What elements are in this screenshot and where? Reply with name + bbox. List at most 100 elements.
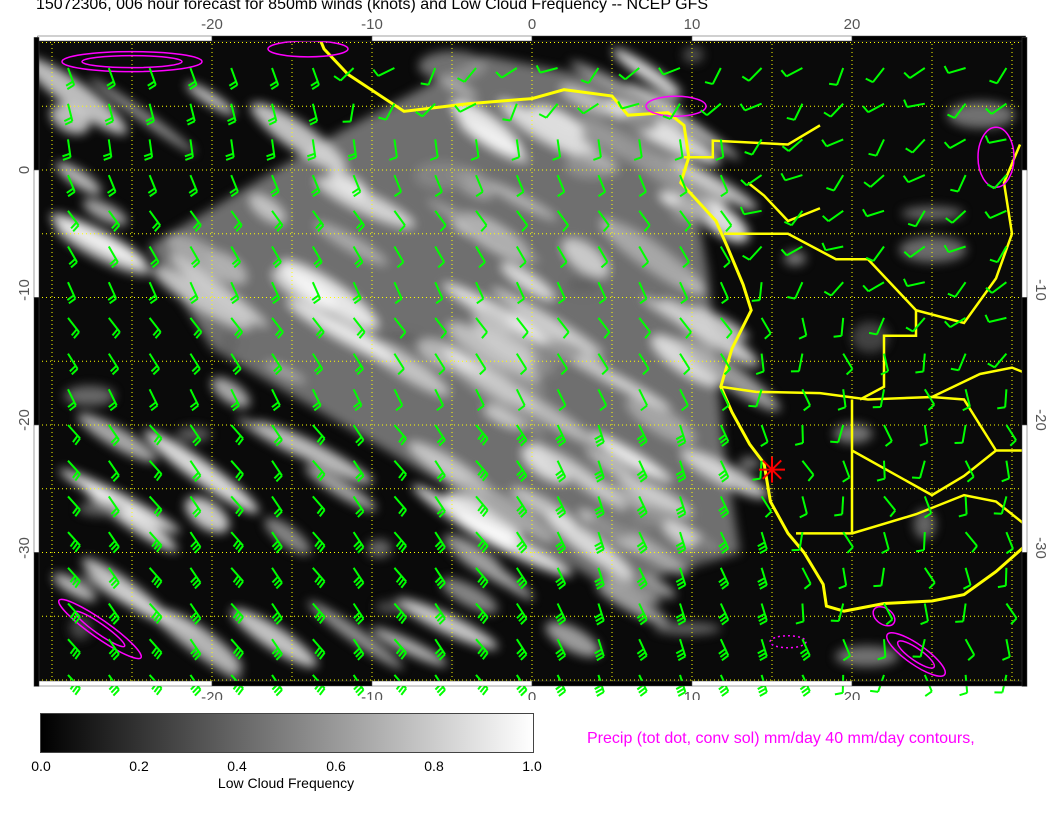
cloud-streak [545,621,600,657]
country-border [931,366,1025,399]
wind-barb-flag [153,613,160,622]
wind-barb [511,139,521,161]
location-marker-star [759,456,785,483]
wind-barb-staff [679,210,692,226]
wind-barb-flag [274,221,282,230]
wind-barb-flag [721,583,729,590]
wind-barb-flag [112,546,120,554]
cloud-patch [64,385,115,406]
wind-barb [989,67,1008,85]
wind-barb-flag [435,297,444,305]
wind-barb-flag [74,651,81,660]
wind-barb-flag [232,611,240,619]
wind-barb [919,424,929,447]
wind-barb-flag [556,472,565,480]
wind-barb [271,317,284,339]
cloud-streak [82,198,128,226]
wind-barb [675,638,687,662]
wind-barb-flag [74,473,81,482]
wind-barb [962,567,972,590]
wind-barb-flag [877,656,886,661]
wind-barb-flag [394,297,403,305]
cloud-streak [264,517,311,555]
wind-barb-flag [153,506,160,515]
wind-barb-staff [949,138,967,150]
wind-barb [718,531,730,555]
cloud-streak [477,370,596,445]
wind-barb-flag [274,261,282,269]
wind-barb [943,244,966,254]
wind-barb-flag [680,404,689,412]
cloud-streak [237,417,307,458]
wind-barb [997,389,1008,410]
wind-barb-flag [780,69,788,78]
wind-barb [985,281,1007,294]
wind-barb-flag [989,258,998,264]
wind-barb-flag [153,649,160,657]
wind-barb-staff [719,174,729,193]
lon-tick: -10 [361,689,383,700]
wind-barb-flag [675,434,684,441]
lat-bar-right [1021,37,1028,171]
wind-barb [229,281,240,305]
wind-barb-flag [189,84,198,90]
lon-bar-top [531,35,693,42]
wind-barb-flag [911,476,921,480]
wind-barb-flag [943,65,950,74]
wind-barb-flag [633,156,643,161]
wind-barb [107,353,120,376]
wind-barb [189,531,202,554]
wind-barb-flag [187,80,196,87]
wind-barb-flag [225,156,235,161]
wind-barb-flag [353,647,361,655]
wind-barb-staff [909,245,926,258]
wind-barb-flag [308,116,317,123]
wind-barb-staff [427,67,437,86]
wind-barb-flag [479,368,487,376]
wind-barb-flag [68,258,76,266]
wind-barb [675,567,687,590]
lon-bar-top [691,35,853,42]
wind-barb-flag [742,254,750,261]
wind-barb [964,531,978,553]
wind-barb-flag [151,610,158,619]
wind-barb-flag [675,541,684,548]
wind-barb-staff [638,210,651,226]
wind-barb-flag [275,582,283,590]
wind-barb-flag [356,328,364,336]
cloud-streak [503,104,600,161]
wind-barb-staff [1000,496,1008,515]
wind-barb-staff [556,174,566,193]
axis-frame [33,35,1028,687]
wind-barb-flag [967,654,975,661]
wind-barb-flag [971,545,978,553]
wind-barb-flag [675,505,684,512]
precip-contour [872,605,896,627]
wind-barb-flag [558,618,566,626]
wind-barb-staff [1004,567,1008,586]
cloud-streak [472,305,511,338]
wind-barb-flag [958,513,967,518]
wind-barb-flag [74,509,81,517]
wind-barb-flag [156,616,163,624]
wind-barb-flag [601,368,609,376]
wind-barb-flag [638,544,646,551]
wind-barb-flag [231,258,240,266]
wind-barb-flag [801,687,809,694]
wind-barb-flag [434,611,442,619]
wind-barb-flag [638,580,646,587]
wind-barb-flag [538,113,547,119]
wind-barb-flag [108,576,116,584]
wind-barb [347,139,358,161]
wind-barb [186,103,196,126]
lat-bar-left [33,37,40,171]
wind-barb-flag [151,539,158,548]
wind-barb-flag [235,224,243,232]
wind-barb-flag [235,435,242,443]
wind-barb [742,245,763,261]
wind-barb-staff [475,388,485,406]
wind-barb [269,67,280,90]
wind-barb-flag [312,190,321,198]
wind-barb-flag [235,685,242,693]
wind-barb-flag [237,473,244,482]
